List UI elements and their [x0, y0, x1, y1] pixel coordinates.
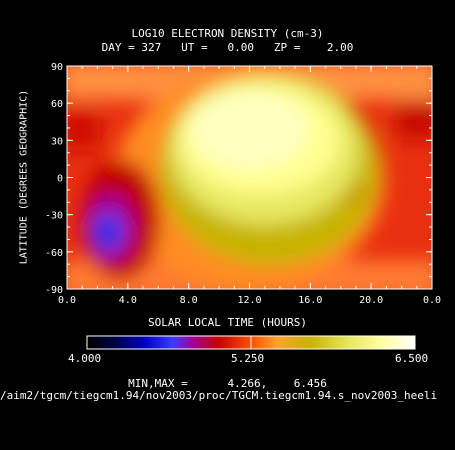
x-tick-label: 4.0 — [119, 295, 137, 306]
y-tick-label: -60 — [45, 248, 63, 259]
y-tick-label: 60 — [51, 99, 63, 110]
y-tick-label: 0 — [57, 174, 63, 185]
file-path: /aim2/tgcm/tiegcm1.94/nov2003/proc/TGCM.… — [0, 389, 438, 402]
colorbar-label-mid: 5.250 — [231, 352, 265, 365]
y-axis-label: LATITUDE (DEGREES GEOGRAPHIC) — [18, 89, 30, 265]
x-tick-label: 16.0 — [298, 295, 322, 306]
x-tick-label: 8.0 — [180, 295, 198, 306]
y-tick-label: -30 — [45, 211, 63, 222]
heatmap-field — [67, 66, 432, 289]
x-tick-label: 12.0 — [237, 295, 261, 306]
y-tick-label: 90 — [51, 62, 63, 73]
chart-title: LOG10 ELECTRON DENSITY (cm-3) — [131, 27, 324, 40]
x-tick-label: 0.0 — [58, 295, 76, 306]
y-tick-label: -90 — [45, 285, 63, 296]
y-tick-label: 30 — [51, 136, 63, 147]
axis-ticks: 0.0 4.0 8.0 12.0 16.0 20.0 0.0 90 60 30 0 -30 -60 -90 — [45, 62, 441, 306]
chart-subtitle: DAY = 327 UT = 0.00 ZP = 2.00 — [101, 41, 354, 54]
x-axis-label: SOLAR LOCAL TIME (HOURS) — [148, 316, 307, 329]
colorbar-label-min: 4.000 — [68, 352, 102, 365]
x-tick-label: 20.0 — [359, 295, 383, 306]
max-value: 6.456 — [293, 377, 327, 390]
colorbar-label-max: 6.500 — [395, 352, 429, 365]
minmax-label: MIN,MAX = — [128, 377, 188, 390]
x-tick-label: 0.0 — [423, 295, 441, 306]
min-value: 4.266, — [227, 377, 268, 390]
minmax-readout: MIN,MAX = 4.266, 6.456 — [0, 378, 455, 390]
